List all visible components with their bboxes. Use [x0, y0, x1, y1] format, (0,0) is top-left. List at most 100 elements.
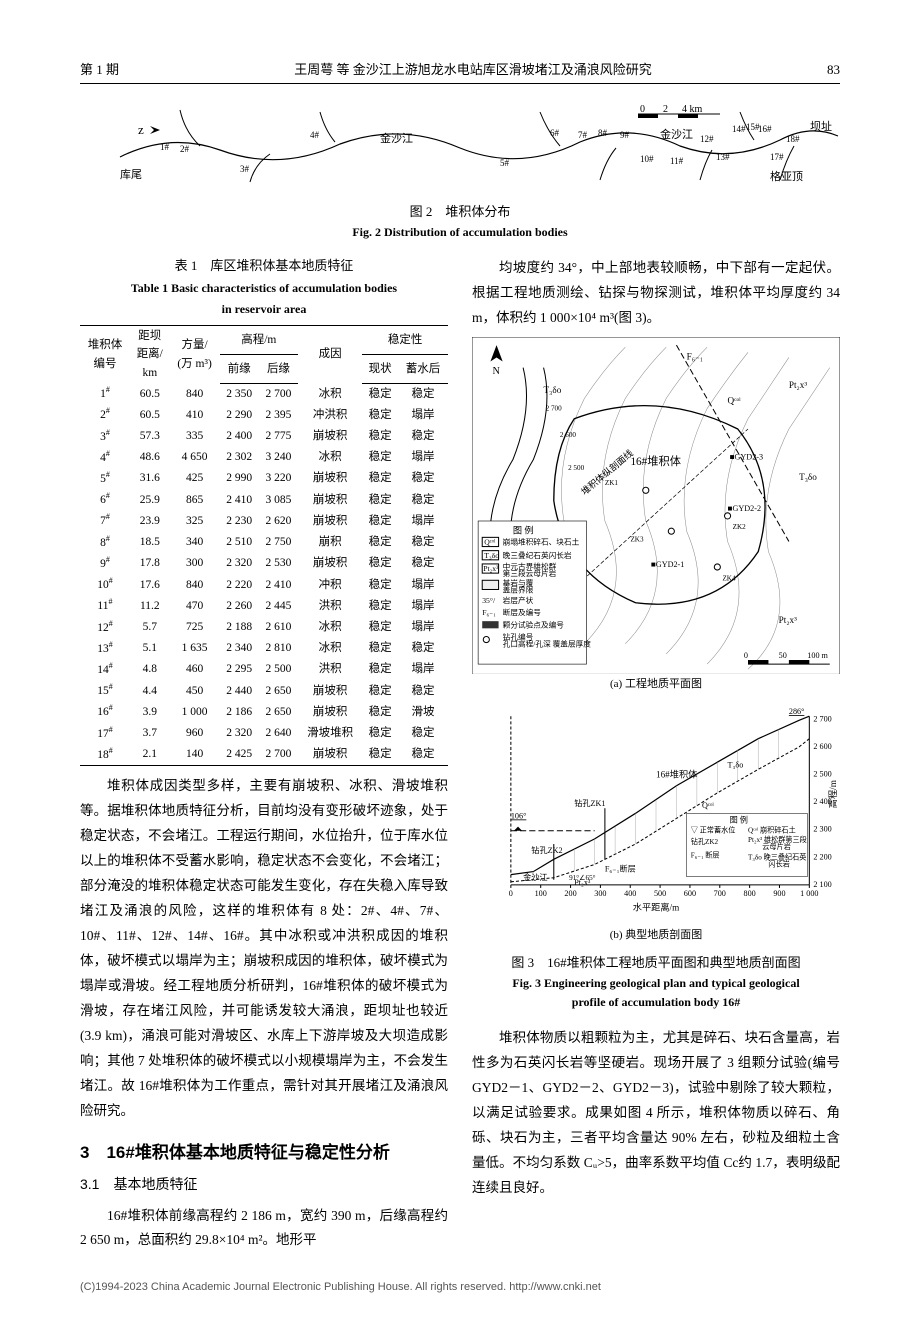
svg-text:35°/: 35°/ — [482, 595, 496, 604]
river-label-2: 金沙江 — [660, 127, 693, 141]
svg-text:第三段云母片岩: 第三段云母片岩 — [503, 568, 557, 578]
left-para2: 16#堆积体前缘高程约 2 186 m，宽约 390 m，后缘高程约 2 650… — [80, 1204, 448, 1254]
svg-text:600: 600 — [684, 889, 696, 898]
svg-text:金沙江: 金沙江 — [523, 871, 547, 881]
svg-text:14#: 14# — [732, 124, 746, 134]
svg-text:▽ 正常蓄水位: ▽ 正常蓄水位 — [691, 825, 736, 834]
header-title: 王周萼 等 金沙江上游旭龙水电站库区滑坡堵江及涌浪风险研究 — [294, 60, 652, 81]
scale-4: 4 km — [682, 104, 703, 115]
fig3-caption-cn: 图 3 16#堆积体工程地质平面图和典型地质剖面图 — [472, 953, 840, 974]
table-row: 2#60.54102 2902 395冲洪积稳定塌岸 — [80, 404, 448, 425]
svg-text:F₆₋₁断层: F₆₋₁断层 — [605, 863, 636, 873]
svg-text:1 000: 1 000 — [800, 889, 818, 898]
svg-text:2 600: 2 600 — [560, 431, 576, 439]
svg-text:T₃δo: T₃δo — [484, 550, 499, 559]
table-row: 5#31.64252 9903 220崩坡积稳定稳定 — [80, 468, 448, 489]
svg-text:91°∠65°: 91°∠65° — [569, 873, 596, 881]
svg-text:闪长岩: 闪长岩 — [768, 859, 789, 868]
scale-2: 2 — [663, 104, 668, 115]
svg-text:16#: 16# — [758, 124, 772, 134]
svg-text:100: 100 — [535, 889, 547, 898]
svg-text:Pt₂x³: Pt₂x³ — [779, 615, 797, 625]
svg-text:云母片岩: 云母片岩 — [762, 842, 791, 851]
svg-text:7#: 7# — [578, 130, 588, 140]
svg-text:2 100: 2 100 — [813, 880, 831, 889]
table1: 堆积体 编号 距坝 距离/ km 方量/ (万 m³) 高程/m 成因 稳定性 … — [80, 325, 448, 766]
svg-text:2#: 2# — [180, 144, 190, 154]
svg-text:水平距离/m: 水平距离/m — [633, 901, 679, 912]
svg-text:Pt₂x³: Pt₂x³ — [789, 380, 807, 390]
svg-text:11#: 11# — [670, 156, 684, 166]
svg-text:286°: 286° — [789, 707, 805, 716]
svg-text:ZK2: ZK2 — [733, 523, 747, 531]
svg-text:ZK4: ZK4 — [722, 574, 736, 582]
svg-text:2 200: 2 200 — [813, 852, 831, 861]
svg-text:N: N — [492, 365, 500, 376]
table-row: 6#25.98652 4103 085崩坡积稳定稳定 — [80, 489, 448, 510]
section3-title: 3 16#堆积体基本地质特征与稳定性分析 — [80, 1140, 448, 1166]
svg-text:8#: 8# — [598, 128, 608, 138]
svg-text:700: 700 — [714, 889, 726, 898]
svg-text:106°: 106° — [511, 811, 527, 820]
svg-text:100 m: 100 m — [807, 651, 828, 660]
svg-text:0: 0 — [509, 889, 513, 898]
svg-text:高程/m: 高程/m — [827, 780, 838, 808]
table-row: 11#11.24702 2602 445洪积稳定塌岸 — [80, 595, 448, 616]
tail-label: 库尾 — [120, 168, 142, 181]
fig3-caption-en: Fig. 3 Engineering geological plan and t… — [472, 974, 840, 993]
right-para2: 堆积体物质以粗颗粒为主，尤其是碎石、块石含量高，岩性多为石英闪长岩等坚硬岩。现场… — [472, 1026, 840, 1201]
svg-text:400: 400 — [624, 889, 636, 898]
svg-text:0: 0 — [744, 651, 748, 660]
svg-text:钻孔ZK2: 钻孔ZK2 — [531, 845, 562, 855]
svg-text:3#: 3# — [240, 164, 250, 174]
svg-text:Qᶜᵒˡ 崩积碎石土: Qᶜᵒˡ 崩积碎石土 — [748, 825, 796, 834]
table-row: 7#23.93252 2302 620崩坡积稳定塌岸 — [80, 510, 448, 531]
gyd-label: 格亚顶 — [770, 169, 803, 183]
svg-text:■GYD2-2: ■GYD2-2 — [728, 503, 761, 512]
svg-text:盖层界限: 盖层界限 — [503, 584, 534, 594]
footer: (C)1994-2023 China Academic Journal Elec… — [80, 1279, 840, 1297]
svg-text:钻孔ZK1: 钻孔ZK1 — [574, 798, 605, 808]
svg-text:崩塌堆积碎石、块石土: 崩塌堆积碎石、块石土 — [503, 536, 580, 546]
svg-text:Qᶜᵒˡ: Qᶜᵒˡ — [484, 537, 496, 546]
svg-text:300: 300 — [594, 889, 606, 898]
svg-text:800: 800 — [744, 889, 756, 898]
fig2-caption-cn: 图 2 堆积体分布 — [80, 202, 840, 223]
svg-text:晚三叠纪石英闪长岩: 晚三叠纪石英闪长岩 — [503, 549, 572, 559]
svg-text:4#: 4# — [310, 130, 320, 140]
svg-text:2 500: 2 500 — [813, 769, 831, 778]
svg-text:T₃δo: T₃δo — [728, 760, 744, 769]
table1-caption-en2: in reservoir area — [80, 300, 448, 319]
river-label-1: 金沙江 — [380, 131, 413, 145]
svg-text:500: 500 — [654, 889, 666, 898]
svg-text:200: 200 — [564, 889, 576, 898]
fig2-caption-en: Fig. 2 Distribution of accumulation bodi… — [80, 223, 840, 242]
fig2-map: 0 2 4 km z 库尾 金沙江 金沙江 坝址 格亚顶 1#2#3# 4#5#… — [80, 102, 840, 192]
svg-text:16#堆积体: 16#堆积体 — [656, 768, 697, 779]
svg-text:2 500: 2 500 — [568, 464, 584, 472]
fig3-caption-en2: profile of accumulation body 16# — [472, 993, 840, 1012]
fig3b: 2 1002 2002 300 2 4002 5002 6002 700 高程/… — [472, 706, 840, 945]
svg-text:Qᶜᵒˡ: Qᶜᵒˡ — [702, 801, 714, 810]
svg-text:50: 50 — [779, 651, 787, 660]
svg-text:1#: 1# — [160, 142, 170, 152]
dam-label: 坝址 — [810, 119, 832, 133]
table1-caption-en: Table 1 Basic characteristics of accumul… — [80, 279, 448, 298]
north-label: z — [138, 122, 144, 137]
svg-text:ZK1: ZK1 — [605, 479, 619, 487]
svg-text:2 700: 2 700 — [813, 714, 831, 723]
svg-text:9#: 9# — [620, 130, 630, 140]
svg-text:图 例: 图 例 — [730, 814, 748, 824]
svg-text:17#: 17# — [770, 152, 784, 162]
svg-text:■GYD2-3: ■GYD2-3 — [730, 452, 763, 461]
table1-caption-cn: 表 1 库区堆积体基本地质特征 — [80, 256, 448, 277]
svg-text:2 300: 2 300 — [813, 824, 831, 833]
table-row: 13#5.11 6352 3402 810冰积稳定稳定 — [80, 638, 448, 659]
table-row: 14#4.84602 2952 500洪积稳定塌岸 — [80, 659, 448, 680]
svg-text:F₆₋₁: F₆₋₁ — [482, 608, 496, 617]
scale-0: 0 — [640, 104, 645, 115]
svg-text:T₃δo: T₃δo — [799, 472, 817, 482]
svg-text:图 例: 图 例 — [513, 524, 534, 535]
svg-text:岩层产状: 岩层产状 — [503, 594, 534, 604]
table-row: 18#2.11402 4252 700崩坡积稳定稳定 — [80, 744, 448, 766]
